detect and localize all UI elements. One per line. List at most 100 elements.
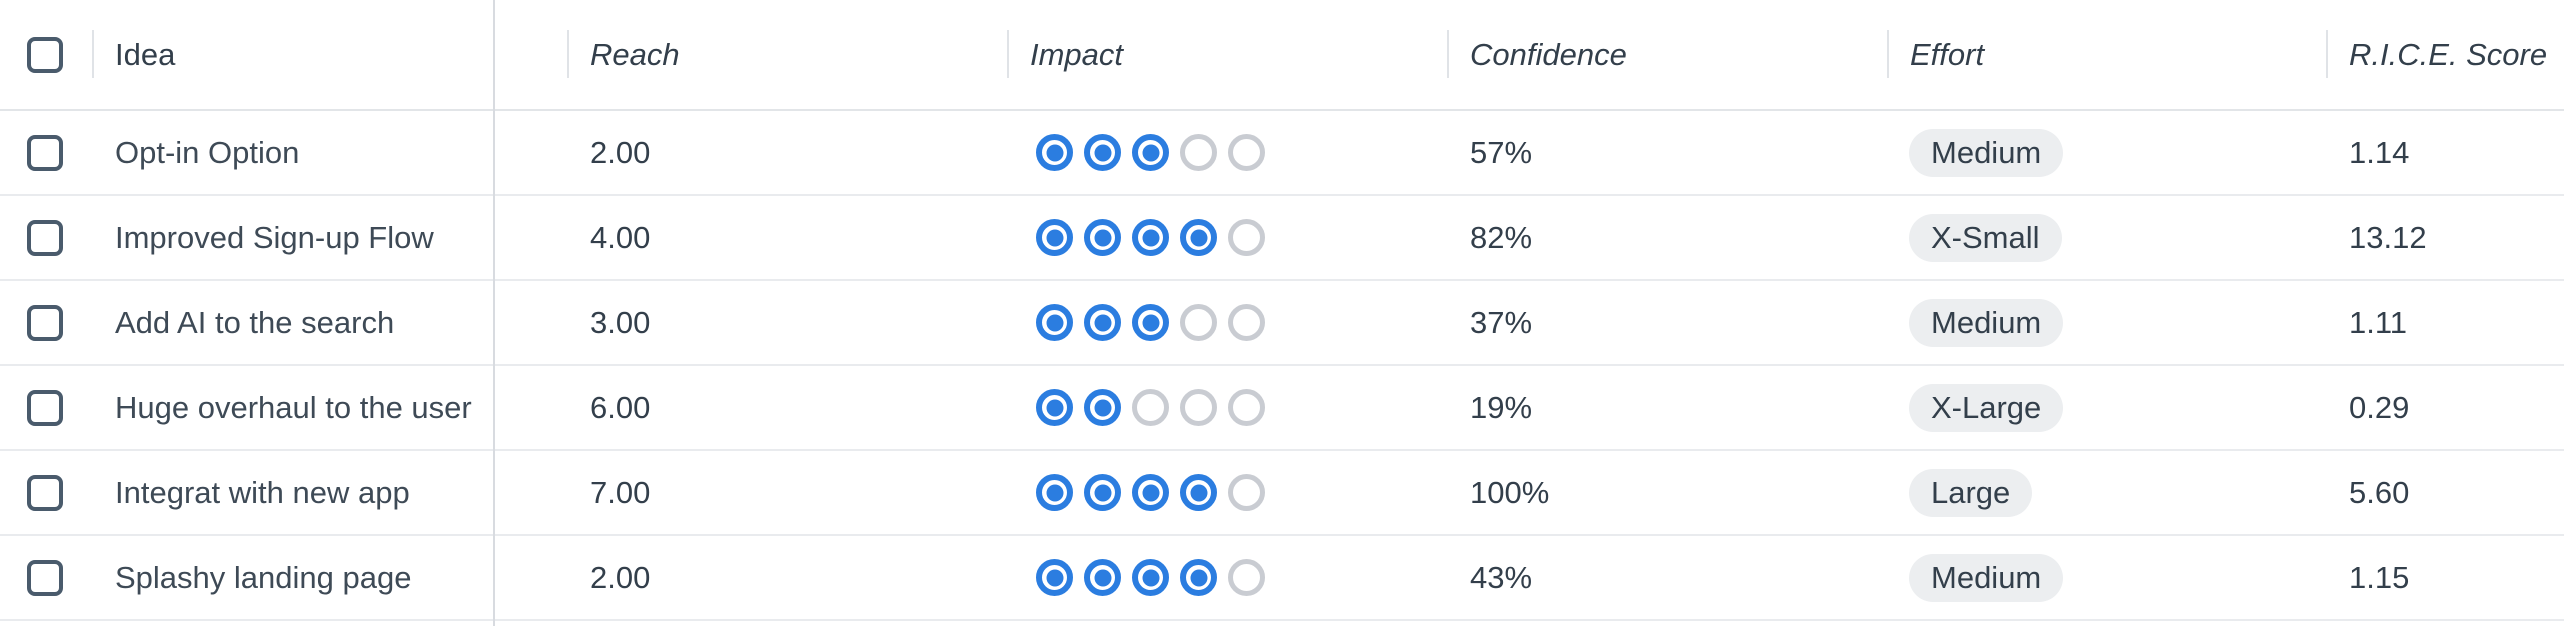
rice-score-cell: 1.14: [2327, 111, 2564, 194]
idea-cell[interactable]: Opt-in Option: [93, 111, 493, 194]
impact-dot-empty[interactable]: [1228, 389, 1265, 426]
column-gap: [493, 196, 568, 279]
idea-label: Add AI to the search: [115, 304, 395, 340]
impact-dot-filled[interactable]: [1180, 219, 1217, 256]
row-checkbox[interactable]: [27, 474, 63, 511]
row-checkbox[interactable]: [27, 389, 63, 426]
reach-cell[interactable]: 6.00: [568, 366, 1008, 449]
impact-dot-empty[interactable]: [1132, 389, 1169, 426]
impact-cell: [1008, 111, 1448, 194]
column-header-reach-label: Reach: [590, 36, 680, 72]
column-header-reach[interactable]: Reach: [568, 0, 1008, 109]
row-checkbox[interactable]: [27, 219, 63, 256]
impact-dot-filled[interactable]: [1132, 474, 1169, 511]
rice-score-value: 5.60: [2349, 474, 2410, 510]
impact-dot-filled[interactable]: [1132, 304, 1169, 341]
row-checkbox[interactable]: [27, 559, 63, 596]
idea-label: Splashy landing page: [115, 559, 412, 595]
select-all-checkbox[interactable]: [27, 36, 63, 73]
impact-rating: [1036, 559, 1265, 596]
impact-dot-empty[interactable]: [1228, 219, 1265, 256]
header-checkbox-cell: [0, 0, 93, 109]
impact-dot-empty[interactable]: [1180, 304, 1217, 341]
column-gap: [493, 111, 568, 194]
column-header-rice-score[interactable]: R.I.C.E. Score: [2327, 0, 2564, 109]
row-checkbox-cell: [0, 366, 93, 449]
effort-badge[interactable]: Medium: [1909, 553, 2064, 602]
table-row: Splashy landing page 2.00 43% Medium 1.1…: [0, 536, 2564, 621]
idea-cell[interactable]: Huge overhaul to the user: [93, 366, 493, 449]
effort-badge[interactable]: Medium: [1909, 298, 2064, 347]
confidence-value: 57%: [1470, 134, 1533, 170]
impact-dot-empty[interactable]: [1228, 474, 1265, 511]
confidence-cell[interactable]: 37%: [1448, 281, 1888, 364]
confidence-cell[interactable]: 43%: [1448, 536, 1888, 619]
impact-dot-filled[interactable]: [1036, 304, 1073, 341]
impact-rating: [1036, 389, 1265, 426]
impact-dot-empty[interactable]: [1180, 134, 1217, 171]
impact-dot-empty[interactable]: [1228, 304, 1265, 341]
impact-dot-filled[interactable]: [1084, 219, 1121, 256]
impact-dot-filled[interactable]: [1036, 559, 1073, 596]
impact-dot-filled[interactable]: [1036, 134, 1073, 171]
confidence-cell[interactable]: 100%: [1448, 451, 1888, 534]
column-gap: [493, 366, 568, 449]
confidence-value: 19%: [1470, 389, 1533, 425]
impact-dot-filled[interactable]: [1036, 474, 1073, 511]
effort-badge[interactable]: X-Small: [1909, 213, 2062, 262]
impact-dot-filled[interactable]: [1036, 389, 1073, 426]
impact-cell: [1008, 536, 1448, 619]
effort-badge[interactable]: X-Large: [1909, 383, 2064, 432]
idea-cell[interactable]: Splashy landing page: [93, 536, 493, 619]
impact-dot-filled[interactable]: [1132, 134, 1169, 171]
column-gap: [493, 536, 568, 619]
reach-cell[interactable]: 2.00: [568, 536, 1008, 619]
confidence-cell[interactable]: 82%: [1448, 196, 1888, 279]
impact-dot-filled[interactable]: [1132, 219, 1169, 256]
column-header-confidence[interactable]: Confidence: [1448, 0, 1888, 109]
effort-badge[interactable]: Large: [1909, 468, 2033, 517]
impact-dot-filled[interactable]: [1180, 474, 1217, 511]
effort-cell: X-Small: [1888, 196, 2327, 279]
impact-dot-empty[interactable]: [1180, 389, 1217, 426]
confidence-cell[interactable]: 19%: [1448, 366, 1888, 449]
column-header-effort[interactable]: Effort: [1888, 0, 2327, 109]
impact-dot-filled[interactable]: [1132, 559, 1169, 596]
rice-score-cell: 0.29: [2327, 366, 2564, 449]
effort-cell: Medium: [1888, 281, 2327, 364]
row-checkbox[interactable]: [27, 134, 63, 171]
idea-label: Integrat with new app: [115, 474, 410, 510]
row-checkbox[interactable]: [27, 304, 63, 341]
impact-dot-filled[interactable]: [1180, 559, 1217, 596]
confidence-cell[interactable]: 57%: [1448, 111, 1888, 194]
impact-dot-filled[interactable]: [1084, 559, 1121, 596]
impact-dot-filled[interactable]: [1084, 474, 1121, 511]
idea-cell[interactable]: Improved Sign-up Flow: [93, 196, 493, 279]
reach-cell[interactable]: 7.00: [568, 451, 1008, 534]
impact-dot-filled[interactable]: [1036, 219, 1073, 256]
row-checkbox-cell: [0, 451, 93, 534]
idea-cell[interactable]: Add AI to the search: [93, 281, 493, 364]
impact-dot-filled[interactable]: [1084, 304, 1121, 341]
table-header-row: Idea Reach Impact Confidence Effort R.I.…: [0, 0, 2564, 111]
column-header-impact-label: Impact: [1030, 36, 1124, 72]
impact-dot-filled[interactable]: [1084, 134, 1121, 171]
table-row: Huge overhaul to the user 6.00 19% X-Lar…: [0, 366, 2564, 451]
reach-cell[interactable]: 3.00: [568, 281, 1008, 364]
reach-cell[interactable]: 4.00: [568, 196, 1008, 279]
idea-label: Improved Sign-up Flow: [115, 219, 434, 255]
idea-cell[interactable]: Integrat with new app: [93, 451, 493, 534]
reach-cell[interactable]: 2.00: [568, 111, 1008, 194]
impact-dot-filled[interactable]: [1084, 389, 1121, 426]
rice-score-cell: 1.15: [2327, 536, 2564, 619]
row-checkbox-cell: [0, 536, 93, 619]
table-row: Integrat with new app 7.00 100% Large 5.…: [0, 451, 2564, 536]
column-header-idea[interactable]: Idea: [93, 0, 493, 109]
impact-dot-empty[interactable]: [1228, 134, 1265, 171]
table-row: Improved Sign-up Flow 4.00 82% X-Small 1…: [0, 196, 2564, 281]
impact-dot-empty[interactable]: [1228, 559, 1265, 596]
reach-value: 3.00: [590, 304, 651, 340]
effort-badge[interactable]: Medium: [1909, 128, 2064, 177]
effort-cell: Medium: [1888, 536, 2327, 619]
column-header-impact[interactable]: Impact: [1008, 0, 1448, 109]
